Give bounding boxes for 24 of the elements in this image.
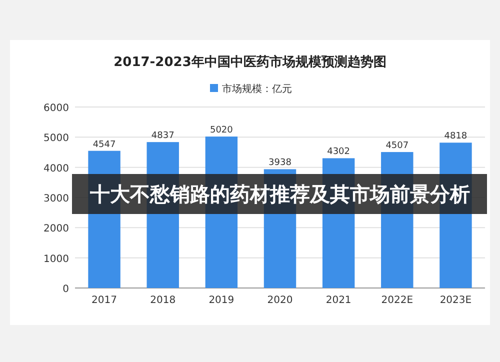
x-tick-label: 2020 <box>267 295 293 306</box>
data-label: 3938 <box>268 158 292 168</box>
x-tick-label: 2017 <box>92 295 118 306</box>
data-label: 4547 <box>92 140 116 150</box>
y-tick-label: 3000 <box>44 194 69 204</box>
y-tick-label: 1000 <box>44 254 69 265</box>
data-label: 4302 <box>327 147 350 158</box>
y-tick-label: 0 <box>62 284 69 295</box>
data-label: 4507 <box>386 141 409 152</box>
data-label: 5020 <box>210 126 234 136</box>
chart-title: 2017-2023年中国中医药市场规模预测趋势图 <box>114 54 386 70</box>
data-label: 4837 <box>151 131 174 142</box>
legend-label: 市场规模：亿元 <box>222 83 292 95</box>
y-tick-label: 4000 <box>44 163 69 174</box>
y-tick-label: 5000 <box>44 133 69 144</box>
x-tick-label: 2021 <box>326 295 352 306</box>
x-tick-label: 2018 <box>150 295 176 306</box>
x-tick-label: 2019 <box>208 295 234 306</box>
y-tick-label: 6000 <box>44 103 69 114</box>
data-label: 4818 <box>444 132 468 142</box>
x-tick-label: 2023E <box>440 295 472 306</box>
y-tick-label: 2000 <box>44 224 69 235</box>
x-tick-label: 2022E <box>381 295 414 306</box>
annotation: 十大不愁销路的药材推荐及其市场前景分析 <box>89 182 470 206</box>
